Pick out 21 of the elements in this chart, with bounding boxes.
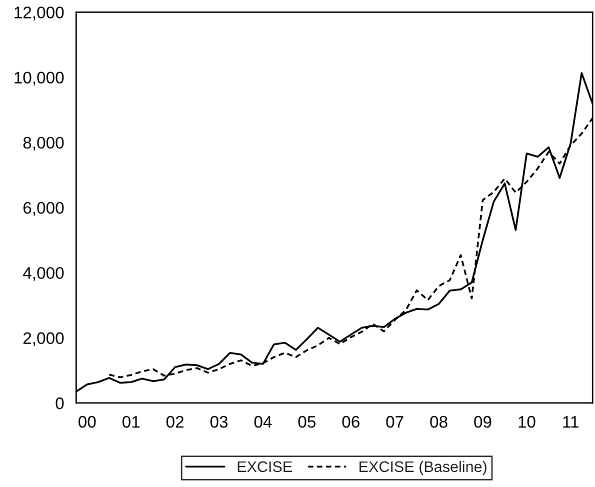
x-tick-label: 10 bbox=[518, 416, 536, 428]
y-tick-label: 2,000 bbox=[23, 332, 64, 346]
x-tick-label: 02 bbox=[166, 416, 184, 428]
x-tick-label: 00 bbox=[78, 416, 96, 428]
y-tick-label: 4,000 bbox=[23, 267, 64, 281]
x-tick-label: 05 bbox=[298, 416, 316, 428]
x-tick-label: 08 bbox=[430, 416, 448, 428]
x-tick-label: 06 bbox=[342, 416, 360, 428]
y-tick-label: 12,000 bbox=[14, 6, 64, 20]
x-tick-label: 01 bbox=[122, 416, 140, 428]
y-tick-label: 8,000 bbox=[23, 136, 64, 151]
legend-label: EXCISE bbox=[238, 461, 292, 472]
x-tick-label: 11 bbox=[563, 416, 578, 428]
x-tick-label: 09 bbox=[474, 416, 492, 428]
x-tick-label: 07 bbox=[386, 416, 404, 428]
y-tick-label: 6,000 bbox=[24, 202, 64, 216]
legend-label: EXCISE (Baseline) bbox=[360, 460, 486, 476]
y-tick-label: 10,000 bbox=[14, 72, 64, 86]
x-tick-label: 04 bbox=[254, 416, 272, 428]
x-tick-label: 03 bbox=[210, 416, 228, 428]
y-tick-label: 0 bbox=[56, 397, 64, 410]
